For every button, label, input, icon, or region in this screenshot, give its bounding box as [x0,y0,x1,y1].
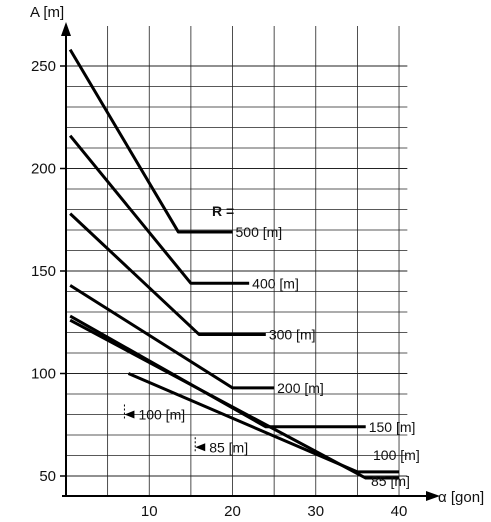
series-line [127,372,400,474]
y-axis-arrow [61,22,71,36]
series-line [69,212,266,337]
series-line [68,48,233,234]
annotation-arrow [195,443,206,452]
annotations: 100 [m] 85 [m] [123,404,248,455]
series-line [69,314,366,429]
series-label: 85 [m] [371,473,410,489]
x-tick-label: 30 [307,503,324,520]
y-tick-label: 150 [31,263,56,280]
annotation-arrow [124,410,135,419]
axes [61,22,440,501]
x-axis-arrow [426,491,440,501]
series-line [69,318,400,480]
y-tick-label: 100 [31,366,56,383]
x-tick-label: 10 [141,503,158,520]
series-line [69,134,250,285]
series: 500 [m] 400 [m] 300 [m] 200 [m] 150 [m] 100 [… [68,48,420,489]
y-tick-label: 50 [39,468,56,485]
x-tick-label: 20 [224,503,241,520]
grid [66,26,408,496]
x-tick-label: 40 [391,503,408,520]
series-line [69,284,275,390]
series-label: 100 [m] [373,447,420,463]
series-label: 150 [m] [369,419,416,435]
series-label: 500 [m] [236,224,283,240]
series-label: 400 [m] [252,275,299,291]
y-tick-label: 200 [31,161,56,178]
annotation-label: 85 [m] [209,439,248,455]
legend-title: R = [212,203,234,219]
series-label: 200 [m] [277,380,324,396]
ticks: 50 100 150 200 250 10 20 30 40 [31,58,407,520]
y-tick-label: 250 [31,58,56,75]
series-label: 300 [m] [269,327,316,343]
annotation-label: 100 [m] [138,407,185,423]
x-axis-title: α [gon] [438,489,484,506]
y-axis-title: A [m] [30,4,64,21]
